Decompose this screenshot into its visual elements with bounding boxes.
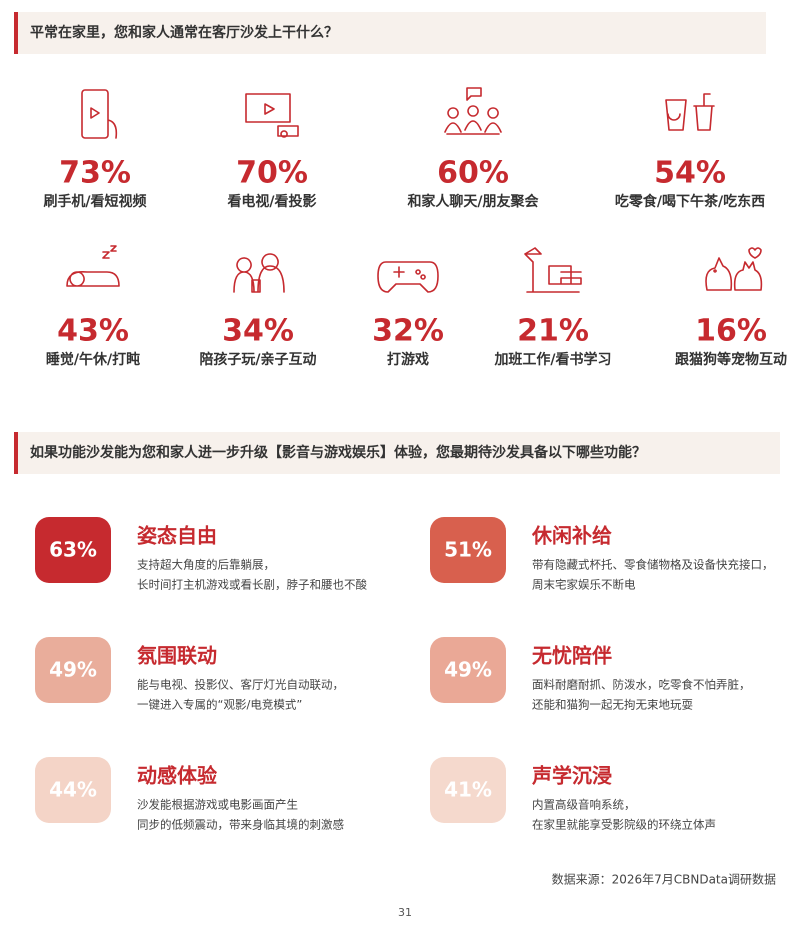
percent: 73% — [59, 156, 131, 191]
icon — [377, 261, 439, 293]
activity-label: 跟猫狗等宠物互动 — [675, 351, 787, 368]
header-bar — [14, 12, 766, 54]
section-title: 如果功能沙发能为您和家人进一步升级【影音与游戏娱乐】体验，您最期待沙发具备以下哪… — [30, 444, 646, 461]
activity-label: 加班工作/看书学习 — [493, 351, 611, 368]
feature-desc: 在家里就能享受影院级的环绕立体声 — [532, 818, 716, 832]
badge-percent: 41% — [444, 778, 492, 802]
percent: 60% — [437, 156, 509, 191]
feature-desc: 一键进入专属的“观影/电竞模式” — [137, 698, 302, 712]
icon — [524, 247, 582, 293]
icon-shape — [665, 93, 715, 131]
icon-shape — [524, 247, 582, 293]
feature-title: 休闲补给 — [531, 524, 612, 548]
page-number: 31 — [398, 906, 412, 919]
icon-shape — [233, 253, 285, 293]
icon — [66, 245, 120, 287]
activity-label: 看电视/看投影 — [226, 193, 316, 210]
percent-badge — [430, 757, 506, 823]
icon-shape — [66, 245, 120, 287]
percent-badge — [430, 517, 506, 583]
badge-percent: 63% — [49, 538, 97, 562]
percent: 70% — [236, 156, 308, 191]
activity-label: 刷手机/看短视频 — [43, 193, 146, 210]
badge-percent: 51% — [444, 538, 492, 562]
feature-desc: 能与电视、投影仪、客厅灯光自动联动， — [137, 678, 344, 692]
source: 数据来源：2026年7月CBNData调研数据 — [552, 872, 776, 887]
percent-badge — [35, 757, 111, 823]
feature-desc: 同步的低频震动，带来身临其境的刺激感 — [137, 818, 344, 832]
percent: 21% — [517, 314, 589, 349]
activity-label: 和家人聊天/朋友聚会 — [407, 193, 539, 210]
activity-label: 陪孩子玩/亲子互动 — [199, 351, 316, 368]
percent-badge — [35, 637, 111, 703]
icon-shape — [81, 89, 118, 139]
icon-shape — [444, 87, 502, 135]
feature-title: 氛围联动 — [137, 644, 217, 668]
percent: 34% — [222, 314, 294, 349]
icon — [444, 87, 502, 135]
activity-label: 睡觉/午休/打盹 — [46, 351, 140, 368]
activity-label: 吃零食/喝下午茶/吃东西 — [615, 193, 765, 210]
feature-title: 声学沉浸 — [531, 764, 612, 788]
percent: 16% — [695, 314, 767, 349]
activity-label: 打游戏 — [387, 351, 429, 368]
percent: 54% — [654, 156, 726, 191]
icon-shape — [705, 247, 763, 291]
badge-percent: 49% — [444, 658, 492, 682]
feature-title: 动感体验 — [137, 764, 217, 788]
badge-percent: 44% — [49, 778, 97, 802]
feature-desc: 内置高级音响系统， — [532, 798, 636, 812]
feature-desc: 还能和猫狗一起无拘无束地玩耍 — [532, 698, 693, 712]
percent-badge — [35, 517, 111, 583]
icon — [245, 93, 299, 138]
feature-title: 姿态自由 — [137, 524, 217, 548]
icon-shape — [245, 93, 299, 138]
feature-desc: 长时间打主机游戏或看长剧，脖子和腰也不酸 — [137, 578, 367, 592]
feature-desc: 沙发能根据游戏或电影画面产生 — [137, 798, 298, 812]
feature-title: 无忧陪伴 — [532, 644, 612, 668]
percent: 43% — [57, 314, 129, 349]
icon — [705, 247, 763, 291]
icon — [81, 89, 118, 139]
percent-badge — [430, 637, 506, 703]
badge-percent: 49% — [49, 658, 97, 682]
percent: 32% — [372, 314, 444, 349]
icon — [233, 253, 285, 293]
header-bar — [14, 432, 780, 474]
icon — [665, 93, 715, 131]
header-accent — [14, 432, 18, 474]
feature-desc: 带有隐藏式杯托、零食储物格及设备快充接口， — [532, 558, 774, 572]
feature-desc: 周末宅家娱乐不断电 — [532, 578, 636, 592]
header-accent — [14, 12, 18, 54]
icon-shape — [377, 261, 439, 293]
feature-desc: 面料耐磨耐抓、防泼水，吃零食不怕弄脏， — [532, 678, 751, 692]
section-title: 平常在家里，您和家人通常在客厅沙发上干什么？ — [30, 24, 338, 41]
feature-desc: 支持超大角度的后靠躺展， — [137, 558, 275, 572]
